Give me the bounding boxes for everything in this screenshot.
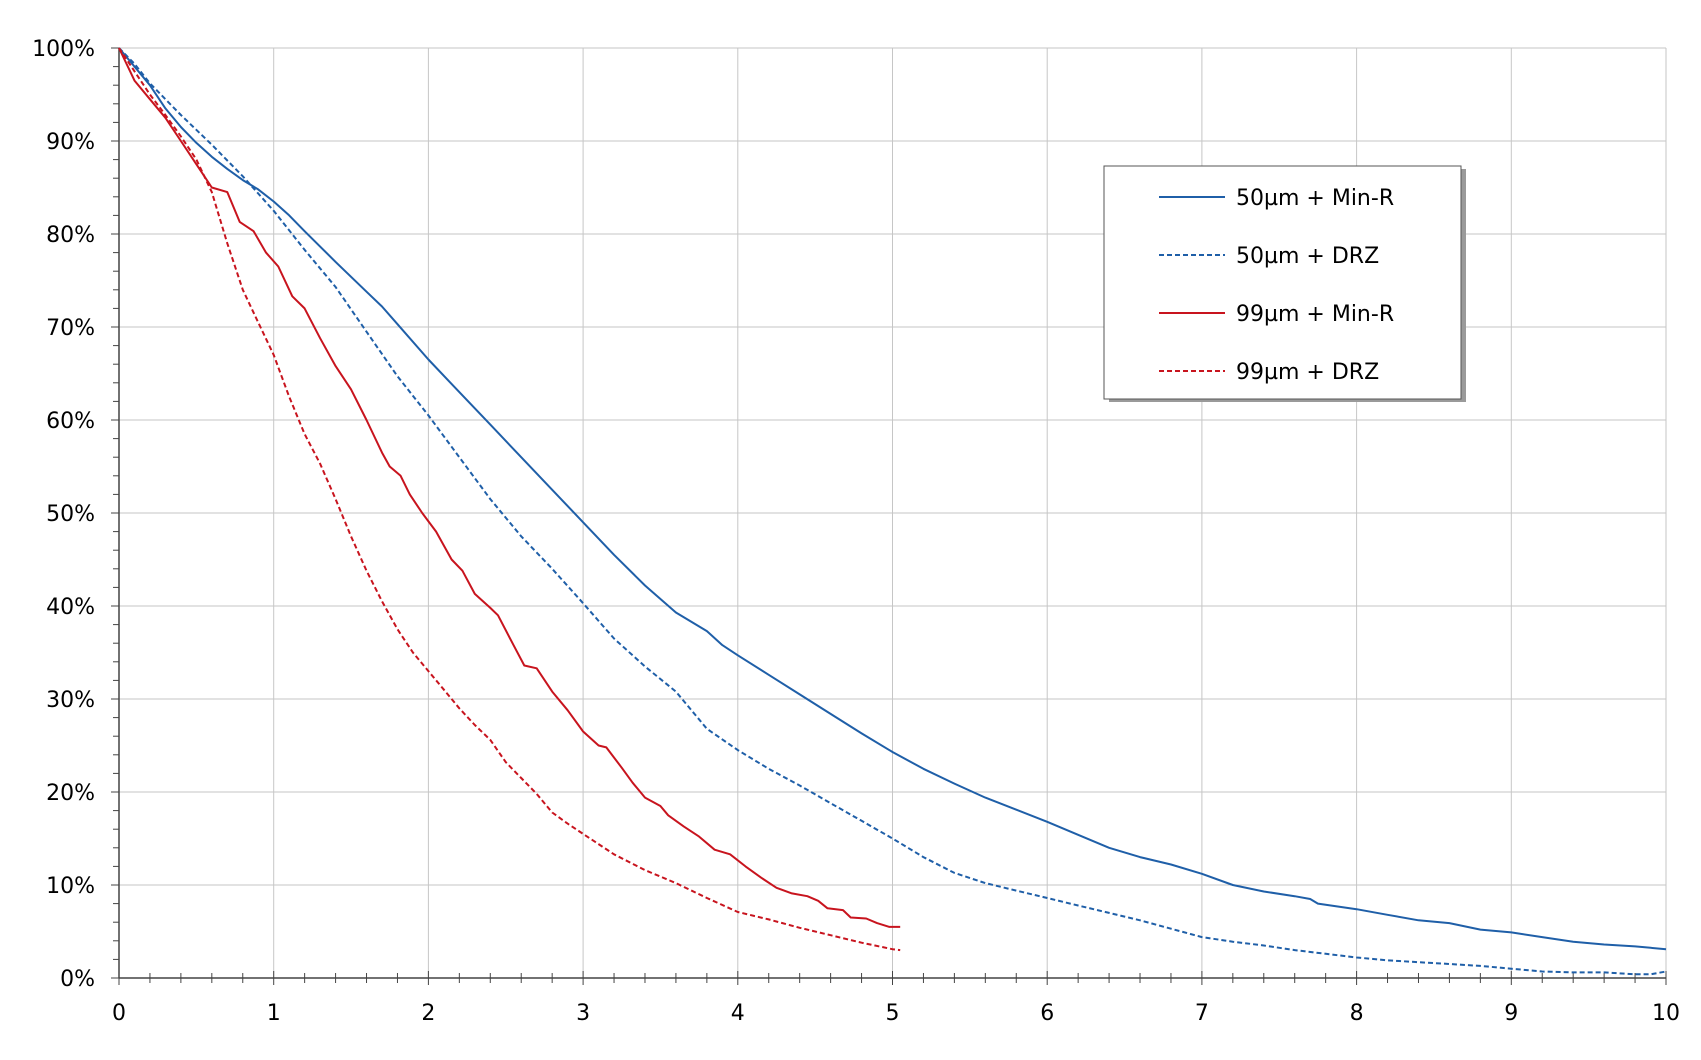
x-axis-ticks: 0 1 2 3 4 5 6 7 8 9 10 [112, 971, 1680, 1026]
y-tick-label: 30% [46, 688, 95, 713]
series-line-1 [118, 47, 1667, 951]
y-axis-ticks: 0% 10% 20% 30% 40% 50% 60% 70% 80% 90% 100% [32, 37, 119, 992]
legend-label: 50µm + DRZ [1236, 244, 1379, 269]
series-line-2 [118, 47, 1667, 976]
x-tick-label: 7 [1195, 1001, 1209, 1026]
legend-label: 99µm + DRZ [1236, 360, 1379, 385]
legend-label: 99µm + Min-R [1236, 302, 1394, 327]
x-tick-label: 2 [421, 1001, 435, 1026]
y-tick-label: 0% [60, 967, 95, 992]
x-tick-label: 9 [1504, 1001, 1518, 1026]
x-tick-label: 3 [576, 1001, 590, 1026]
y-tick-label: 20% [46, 781, 95, 806]
legend: 50µm + Min-R 50µm + DRZ 99µm + Min-R 99µm +… [1103, 165, 1466, 402]
legend-box [1103, 165, 1462, 400]
y-tick-label: 100% [32, 37, 95, 62]
y-tick-label: 80% [46, 223, 95, 248]
series-line-4 [118, 47, 901, 952]
legend-label: 50µm + Min-R [1236, 186, 1394, 211]
y-tick-label: 40% [46, 595, 95, 620]
y-tick-label: 60% [46, 409, 95, 434]
series-line-3 [118, 47, 901, 928]
x-tick-label: 8 [1350, 1001, 1364, 1026]
y-tick-label: 10% [46, 874, 95, 899]
y-tick-label: 70% [46, 316, 95, 341]
y-tick-label: 50% [46, 502, 95, 527]
series-lines [118, 47, 1667, 976]
x-tick-label: 5 [886, 1001, 900, 1026]
y-tick-label: 90% [46, 130, 95, 155]
x-tick-label: 1 [267, 1001, 281, 1026]
x-tick-label: 0 [112, 1001, 126, 1026]
x-tick-label: 6 [1040, 1001, 1054, 1026]
x-tick-label: 10 [1652, 1001, 1680, 1026]
x-tick-label: 4 [731, 1001, 745, 1026]
